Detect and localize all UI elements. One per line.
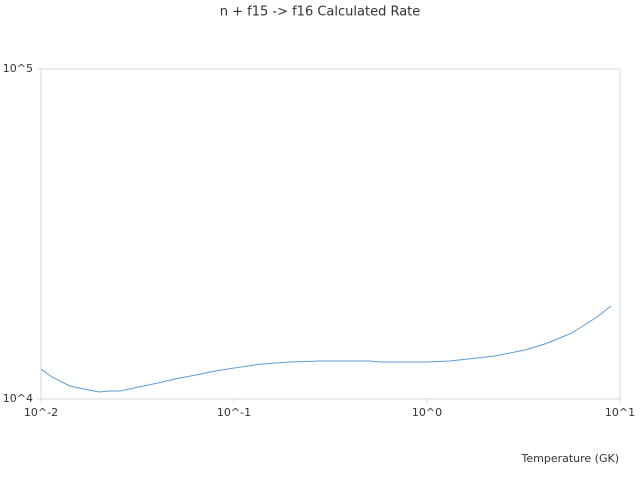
- series-line: [40, 305, 612, 393]
- y-tick-label: 10^5: [3, 62, 33, 75]
- chart-title: n + f15 -> f16 Calculated Rate: [220, 5, 421, 20]
- x-tick-label: 10^0: [412, 406, 442, 419]
- x-axis-title: Temperature (GK): [521, 452, 620, 465]
- x-tick-label: 10^-2: [24, 406, 58, 419]
- x-tick-label: 10^1: [605, 406, 635, 419]
- x-tick-label: 10^-1: [217, 406, 251, 419]
- plot-frame: [40, 68, 621, 400]
- y-tick-label: 10^4: [3, 392, 33, 405]
